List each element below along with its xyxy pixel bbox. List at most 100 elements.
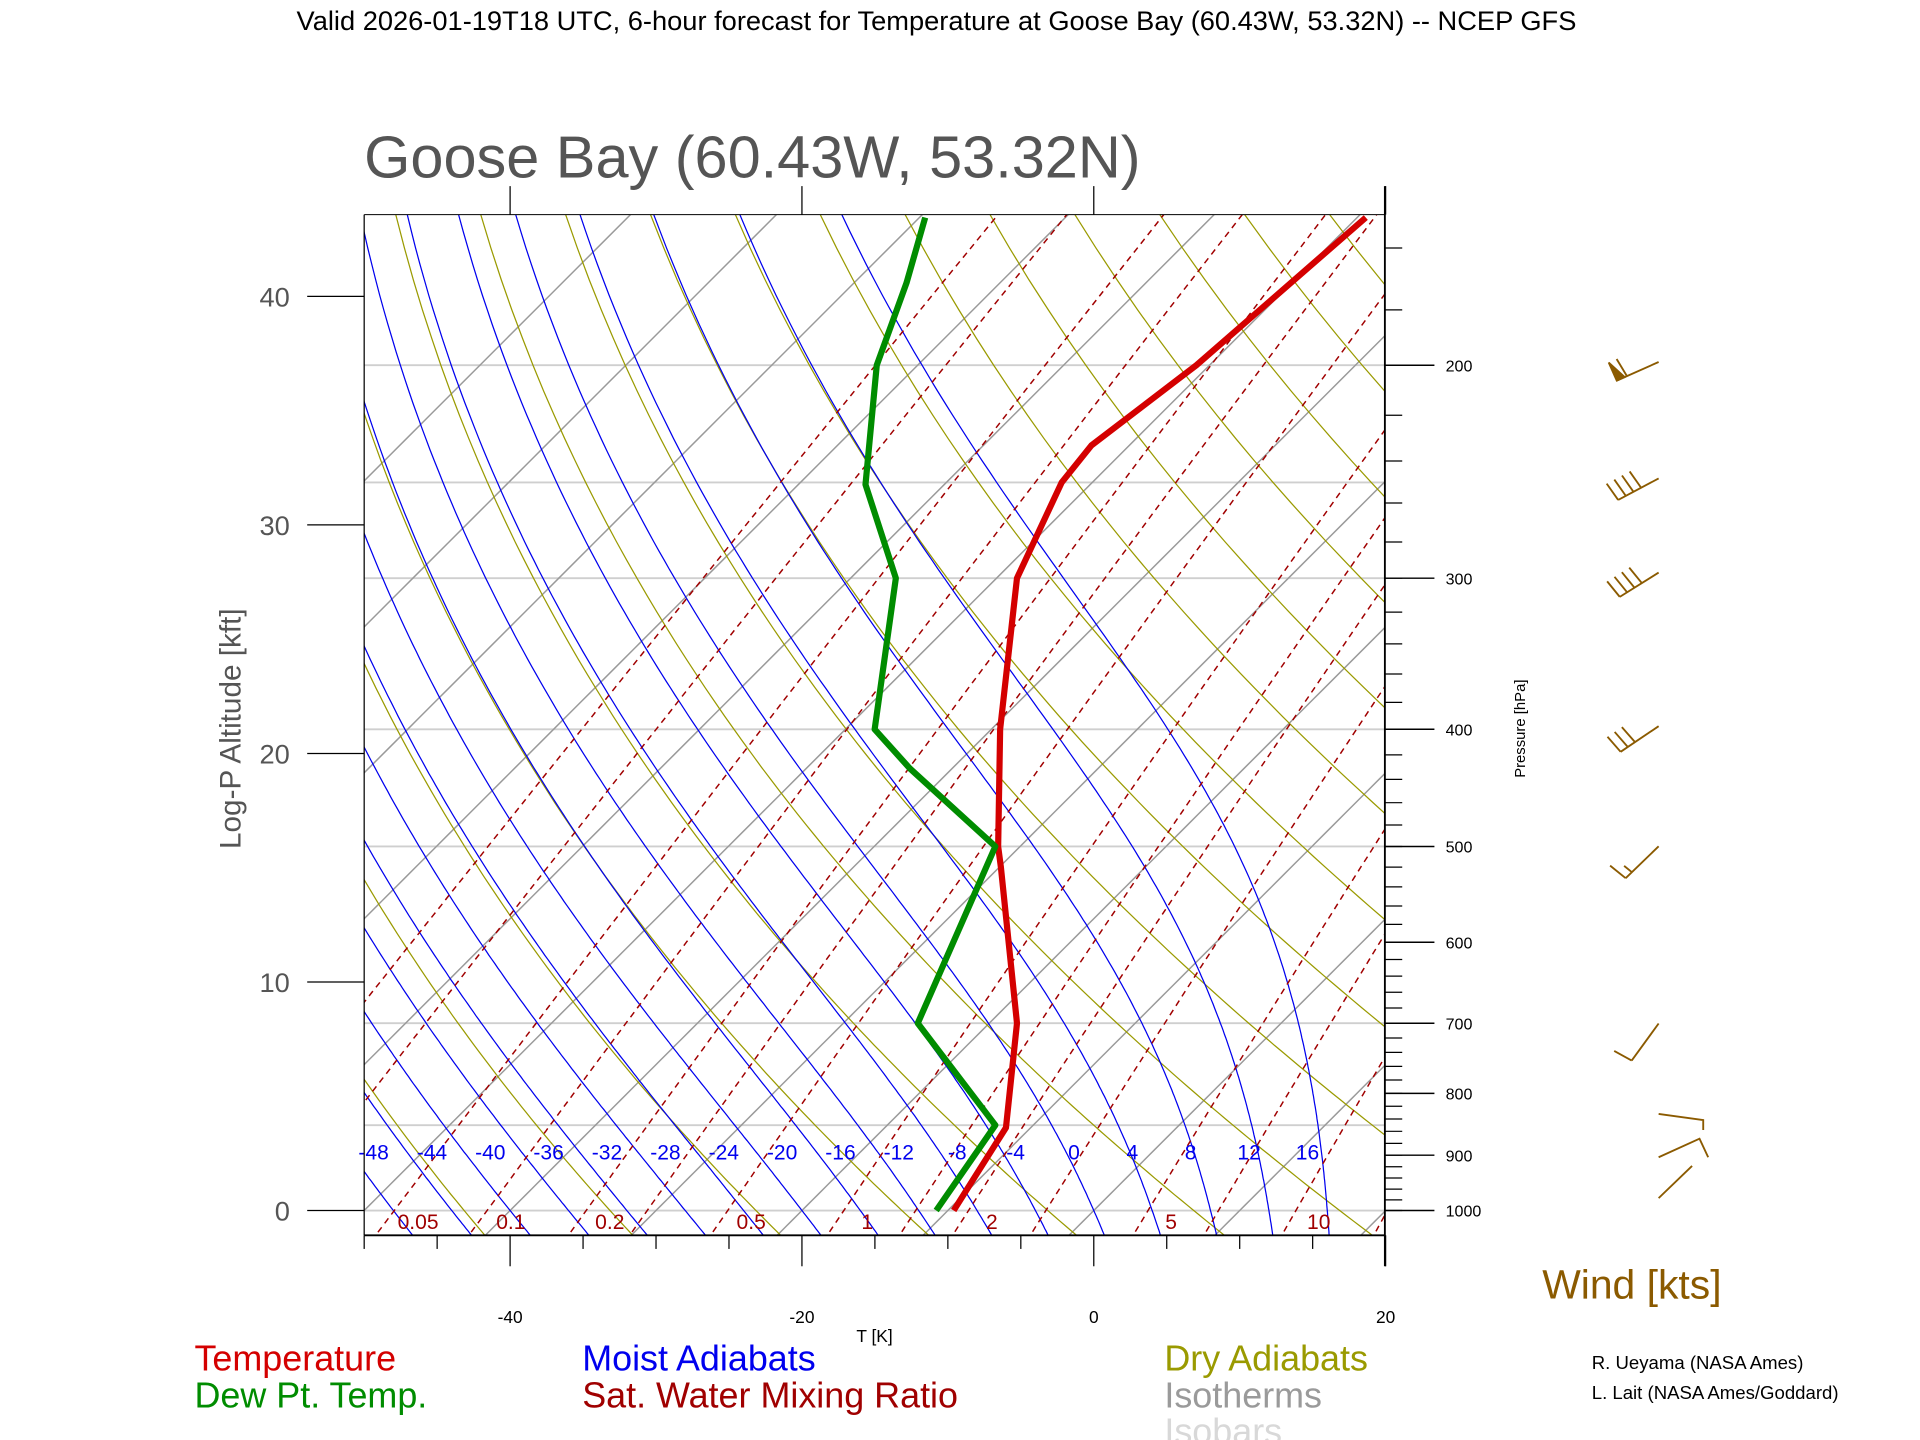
pressure-tick-label: 300 — [1446, 570, 1473, 588]
moist-adiabat-line — [364, 644, 765, 1236]
mixing-ratio-line — [374, 214, 1165, 1236]
wind-barb-full — [1613, 1050, 1633, 1062]
wind-barb-full — [1613, 731, 1629, 748]
dry-adiabat-line — [364, 1078, 486, 1236]
isotherm-line — [364, 214, 1362, 1212]
mixing-ratio-label: 2 — [986, 1211, 998, 1234]
dry-adiabat-line — [1552, 178, 1920, 1241]
moist-adiabat-label: -36 — [533, 1142, 563, 1165]
wind-barb — [1606, 725, 1660, 753]
wind-barb-pennant — [1607, 361, 1627, 382]
altitude-tick-label: 40 — [260, 281, 290, 312]
isotherm-line — [1647, 178, 1920, 1241]
legend-dry-adiabats: Dry Adiabats — [1164, 1337, 1368, 1378]
moist-adiabat-label: -48 — [358, 1142, 388, 1165]
altitude-tick-label: 20 — [260, 738, 290, 769]
wind-barb-full — [1628, 567, 1643, 584]
isotherm-line — [1359, 1210, 1385, 1236]
wind-barb-full — [1609, 864, 1627, 879]
dry-adiabat-line — [904, 214, 1385, 815]
moist-adiabat-label: 16 — [1296, 1142, 1319, 1165]
mixing-ratio-label: 0.1 — [496, 1211, 525, 1234]
x-tick-label: -40 — [498, 1307, 523, 1327]
wind-barb-staff — [1625, 845, 1660, 879]
dry-adiabat-line — [1719, 178, 1920, 1241]
wind-barb-full — [1615, 358, 1628, 377]
wind-barb-half — [1623, 865, 1633, 873]
mixing-ratio-label: 5 — [1165, 1211, 1177, 1234]
wind-barb-full — [1628, 470, 1642, 489]
wind-barb-low-1 — [1658, 1112, 1705, 1131]
altitude-tick-label: 30 — [260, 510, 290, 541]
page-title: Valid 2026-01-19T18 UTC, 6-hour forecast… — [297, 5, 1577, 36]
moist-adiabat-line — [457, 214, 1049, 1236]
dry-adiabat-line — [480, 214, 1226, 1236]
wind-barb — [1609, 845, 1660, 879]
dry-adiabat-line — [0, 178, 342, 1241]
dry-adiabat-line — [1469, 178, 1920, 1241]
wind-barb — [1606, 567, 1660, 598]
dry-adiabat-line — [819, 214, 1385, 921]
isotherm-line — [776, 626, 1385, 1236]
moist-adiabat-label: 12 — [1237, 1142, 1260, 1165]
legend: Temperature Dew Pt. Temp. Moist Adiabats… — [194, 1337, 1367, 1440]
isotherm-line — [364, 214, 1070, 920]
wind-barb-full — [1621, 726, 1636, 743]
credit-1: R. Ueyama (NASA Ames) — [1592, 1352, 1804, 1373]
mixing-ratio-line — [709, 292, 1385, 1236]
dry-adiabat-line — [649, 214, 1385, 1136]
isotherm-line — [364, 214, 1216, 1066]
dry-adiabat-line — [1802, 178, 1920, 1241]
moist-adiabat-line — [364, 1091, 473, 1236]
moist-adiabat-label: 8 — [1185, 1142, 1197, 1165]
moist-adiabat-line — [406, 214, 993, 1236]
mixing-ratio-line — [1029, 685, 1385, 1236]
pressure-tick-label: 700 — [1446, 1015, 1473, 1033]
chart-title: Goose Bay (60.43W, 53.32N) — [364, 123, 1140, 190]
mixing-ratio-line — [364, 214, 1068, 1104]
wind-barb-full — [1613, 576, 1628, 593]
mixing-ratio-label: 10 — [1307, 1211, 1330, 1234]
mixing-ratio-line — [826, 428, 1385, 1236]
moist-adiabat-line — [364, 1010, 532, 1236]
mixing-ratio-line — [467, 214, 1244, 1236]
moist-adiabat-line — [364, 399, 879, 1236]
mixing-ratio-line — [1203, 932, 1385, 1236]
dry-adiabat-line — [564, 214, 1374, 1236]
dry-adiabat-line — [395, 214, 1078, 1236]
wind-barb — [1613, 1022, 1660, 1062]
dewpoint-profile — [862, 216, 999, 1213]
wind-barbs — [1605, 358, 1660, 1062]
dry-adiabat-line — [1074, 214, 1385, 604]
wind-barb-staff — [1617, 477, 1660, 501]
pressure-tick-label: 500 — [1446, 839, 1473, 857]
moist-adiabat-line — [364, 531, 822, 1236]
wind-barb-full — [1606, 580, 1621, 598]
legend-mixing-ratio: Sat. Water Mixing Ratio — [582, 1374, 958, 1415]
moist-adiabat-label: -44 — [417, 1142, 448, 1165]
mixing-ratio-line — [1280, 1055, 1385, 1236]
pressure-tick-label: 200 — [1446, 357, 1473, 375]
isotherm-line — [1501, 178, 1920, 1241]
credit-2: L. Lait (NASA Ames/Goddard) — [1592, 1382, 1839, 1403]
y2-axis-label: Pressure [hPa] — [1513, 680, 1529, 778]
isotherm-line — [1067, 918, 1385, 1236]
wind-barb — [1605, 470, 1660, 501]
x-tick-label: 0 — [1089, 1307, 1099, 1327]
dry-adiabat-line — [1328, 214, 1385, 286]
legend-isotherms: Isotherms — [1164, 1374, 1322, 1415]
pressure-tick-label: 1000 — [1446, 1203, 1482, 1221]
legend-dewpoint: Dew Pt. Temp. — [194, 1374, 427, 1415]
mixing-ratio-line — [1132, 827, 1385, 1236]
altitude-tick-label: 0 — [275, 1195, 290, 1226]
moist-adiabat-line — [364, 745, 707, 1236]
pressure-tick-label: 400 — [1446, 721, 1473, 739]
mixing-ratio-line — [628, 214, 1378, 1236]
altitude-tick-label: 10 — [260, 967, 290, 998]
wind-barb-full — [1605, 483, 1619, 501]
x-axis-label: T [K] — [856, 1326, 892, 1346]
moist-adiabat-line — [653, 214, 1218, 1236]
wind-barb-full — [1606, 736, 1622, 753]
mixing-ratio-line — [567, 214, 1327, 1236]
